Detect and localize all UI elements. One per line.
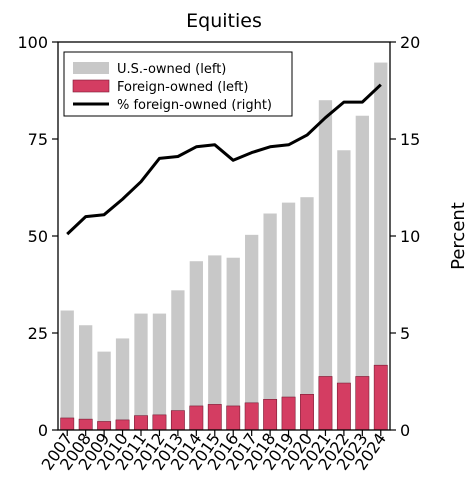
bar-us-owned-2014 <box>189 261 203 406</box>
bar-foreign-owned-2011 <box>134 415 148 431</box>
left-tick-label: 75 <box>28 130 48 149</box>
bar-us-owned-2016 <box>226 257 240 406</box>
bar-us-owned-2019 <box>281 202 296 398</box>
right-tick-label: 0 <box>400 421 410 440</box>
left-tick-label: 0 <box>38 421 48 440</box>
bar-foreign-owned-2020 <box>300 394 314 431</box>
x-axis: 2007200820092010201120122013201420152016… <box>38 429 390 473</box>
bar-foreign-owned-2017 <box>244 402 259 431</box>
left-tick-label: 25 <box>28 324 48 343</box>
bar-us-owned-2022 <box>337 150 351 384</box>
bar-us-owned-2010 <box>115 338 130 420</box>
bar-foreign-owned-2015 <box>207 404 222 431</box>
legend: U.S.-owned (left) Foreign-owned (left) % f… <box>63 51 293 117</box>
bar-us-owned-2015 <box>208 255 222 405</box>
left-axis: 0 25 50 75 100 <box>17 33 58 440</box>
chart-title: Equities <box>186 10 262 32</box>
right-tick-label: 10 <box>400 227 420 246</box>
legend-swatch <box>72 79 110 93</box>
bar-us-owned-2017 <box>245 234 259 403</box>
bar-us-owned-2018 <box>263 213 277 400</box>
legend-swatch <box>73 62 109 74</box>
bar-us-owned-2020 <box>300 197 314 395</box>
bar-us-owned-2023 <box>355 115 369 377</box>
legend-label: % foreign-owned (right) <box>117 98 272 113</box>
bar-foreign-owned-2010 <box>115 419 130 431</box>
right-tick-label: 20 <box>400 33 420 52</box>
right-axis: 0 5 10 15 20 <box>390 33 420 440</box>
bar-us-owned-2009 <box>97 351 111 422</box>
bar-us-owned-2021 <box>318 100 333 377</box>
bar-us-owned-2007 <box>60 310 74 418</box>
bar-group <box>60 62 388 431</box>
series-line-percent-foreign-owned <box>66 83 382 236</box>
bar-foreign-owned-2019 <box>281 396 296 431</box>
right-tick-label: 5 <box>400 324 410 343</box>
bar-us-owned-2013 <box>171 290 185 411</box>
bar-foreign-owned-2013 <box>170 410 185 431</box>
bar-us-owned-2011 <box>134 313 148 416</box>
left-tick-label: 100 <box>17 33 48 52</box>
bar-foreign-owned-2009 <box>97 421 112 431</box>
bar-foreign-owned-2007 <box>60 417 75 431</box>
bar-foreign-owned-2023 <box>355 376 370 431</box>
bar-us-owned-2008 <box>79 325 93 420</box>
bar-foreign-owned-2008 <box>78 418 93 431</box>
bar-us-owned-2012 <box>152 313 167 415</box>
bar-foreign-owned-2021 <box>318 376 333 431</box>
bar-foreign-owned-2018 <box>263 399 278 431</box>
bar-foreign-owned-2016 <box>226 405 241 431</box>
line-layer <box>66 83 382 236</box>
right-axis-label: Percent <box>448 202 469 270</box>
legend-label: Foreign-owned (left) <box>117 80 248 95</box>
bar-foreign-owned-2022 <box>336 382 351 431</box>
left-tick-label: 50 <box>28 227 48 246</box>
bar-foreign-owned-2024 <box>373 364 388 431</box>
bar-us-owned-2024 <box>374 62 388 366</box>
right-tick-label: 15 <box>400 130 420 149</box>
bar-foreign-owned-2012 <box>152 414 167 431</box>
legend-label: U.S.-owned (left) <box>117 62 226 77</box>
bar-foreign-owned-2014 <box>189 405 204 431</box>
